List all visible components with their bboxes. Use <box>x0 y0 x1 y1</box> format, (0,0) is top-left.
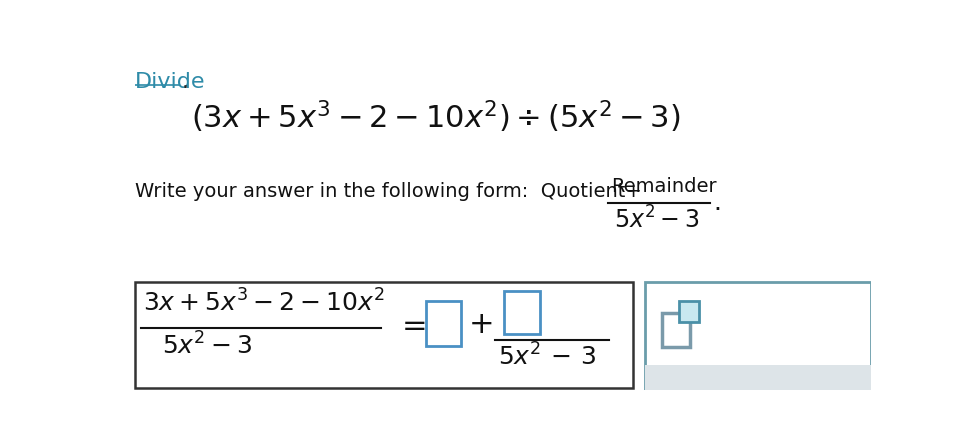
Text: Divide: Divide <box>135 72 205 92</box>
Text: Remainder: Remainder <box>612 177 717 196</box>
Bar <box>426 301 461 346</box>
Text: $3x+5x^{3}-2-10x^{2}$: $3x+5x^{3}-2-10x^{2}$ <box>142 290 384 317</box>
Text: .: . <box>181 72 189 92</box>
Text: $=$: $=$ <box>396 310 427 339</box>
Text: $5x^{2}-3$: $5x^{2}-3$ <box>162 332 253 359</box>
Bar <box>662 313 690 347</box>
Text: $+$: $+$ <box>469 310 493 339</box>
Bar <box>679 300 699 322</box>
Text: $5x^{2}\,-\,3$: $5x^{2}\,-\,3$ <box>499 344 597 371</box>
Bar <box>504 291 539 334</box>
Bar <box>645 282 871 390</box>
Text: Write your answer in the following form:  Quotient+: Write your answer in the following form:… <box>135 182 642 201</box>
Text: $5x^{2}-3$: $5x^{2}-3$ <box>614 207 700 234</box>
Bar <box>645 365 871 390</box>
Bar <box>135 282 632 388</box>
Text: .: . <box>713 191 722 215</box>
Text: $\left(3x+5x^{3}-2-10x^{2}\right)\div\left(5x^{2}-3\right)$: $\left(3x+5x^{3}-2-10x^{2}\right)\div\le… <box>191 99 681 135</box>
